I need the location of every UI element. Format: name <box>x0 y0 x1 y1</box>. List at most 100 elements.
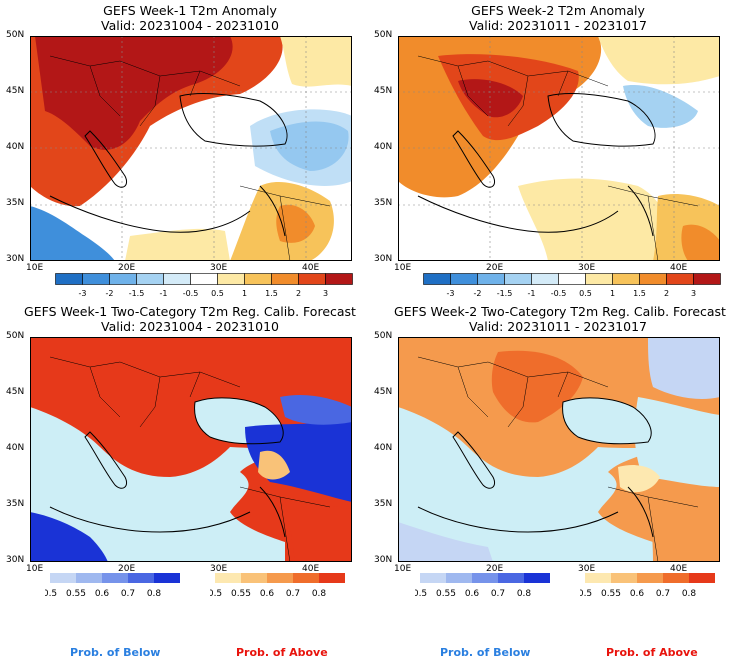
lat-label: 40N <box>6 443 25 453</box>
country-borders <box>417 356 699 562</box>
lon-label: 20E <box>118 263 136 273</box>
lat-label: 35N <box>6 499 25 509</box>
map-frame <box>398 36 720 261</box>
colorbar-tick-label: -0.5 <box>551 289 567 298</box>
colorbar-tick-label: -1.5 <box>497 289 513 298</box>
anomaly-cool-north <box>623 85 698 128</box>
colorbar-swatch <box>217 273 245 285</box>
prob-above-caption-left: Prob. of Above <box>236 646 328 659</box>
prob-east-above <box>285 497 352 562</box>
above-colorbar-week1: 0.5 0.55 0.6 0.7 0.8 <box>208 573 352 605</box>
colorbar-swatch <box>82 273 110 285</box>
colorbar-swatch <box>128 573 154 583</box>
colorbar-tick-label: 3 <box>691 289 696 298</box>
colorbar-swatch <box>136 273 164 285</box>
probability-map-week1 <box>30 337 352 562</box>
lat-label: 45N <box>6 86 25 96</box>
panel3-valid: Valid: 20231004 - 20231010 <box>100 319 279 334</box>
colorbar-swatch <box>498 573 524 583</box>
prob-south-below <box>398 522 493 562</box>
map-frame <box>30 337 352 562</box>
lat-label: 50N <box>374 331 393 341</box>
coastlines <box>49 397 286 538</box>
coastlines <box>417 397 654 538</box>
anomaly-darkest-core <box>458 79 523 118</box>
lat-label: 35N <box>6 198 25 208</box>
colorbar-swatch <box>423 273 451 285</box>
colorbar-tick-label: 2 <box>664 289 669 298</box>
colorbar-tick-label: 0.8 <box>312 589 327 599</box>
anomaly-map-week1 <box>30 36 352 261</box>
lon-label: 10E <box>394 564 412 574</box>
colorbar-tick-label: 0.7 <box>656 589 670 599</box>
colorbar-swatch <box>267 573 293 583</box>
colorbar-swatch <box>102 573 128 583</box>
below-colorbar-week1: 0.5 0.55 0.6 0.7 0.8 <box>43 573 187 605</box>
anomaly-map-week2 <box>398 36 720 261</box>
colorbar-tick-label: 1.5 <box>633 289 646 298</box>
above-colorbar-week2: 0.5 0.55 0.6 0.7 0.8 <box>578 573 722 605</box>
lat-label: 50N <box>374 30 393 40</box>
colorbar-tick-label: 1 <box>242 289 247 298</box>
coastlines <box>49 93 288 237</box>
prob-black-sea-neutral <box>562 397 652 444</box>
colorbar-swatch <box>472 573 498 583</box>
colorbar-swatch <box>558 273 586 285</box>
lon-label: 40E <box>302 263 320 273</box>
panel4-title: GEFS Week-2 Two-Category T2m Reg. Calib.… <box>394 304 726 319</box>
colorbar-swatch <box>271 273 299 285</box>
prob-above-caption-right: Prob. of Above <box>606 646 698 659</box>
colorbar-swatch <box>241 573 267 583</box>
probability-map-week2 <box>398 337 720 562</box>
colorbar-swatch <box>524 573 550 583</box>
lon-label: 10E <box>26 564 44 574</box>
colorbar-swatch <box>585 273 613 285</box>
colorbar-tick-label: 0.8 <box>682 589 697 599</box>
lon-label: 20E <box>118 564 136 574</box>
prob-northeast-below <box>648 337 720 399</box>
colorbar-swatch <box>689 573 715 583</box>
colorbar-swatch <box>666 273 694 285</box>
colorbar-tick-label: 1.5 <box>265 289 278 298</box>
colorbar-tick-label: 0.5 <box>579 289 592 298</box>
country-borders <box>417 55 699 261</box>
colorbar-swatch <box>109 273 137 285</box>
panel3-title: GEFS Week-1 Two-Category T2m Reg. Calib.… <box>24 304 356 319</box>
colorbar-tick-label: 0.6 <box>465 589 480 599</box>
colorbar-swatch <box>611 573 637 583</box>
prob-below-caption-left: Prob. of Below <box>70 646 161 659</box>
colorbar-tick-label: 0.5 <box>211 289 224 298</box>
colorbar-tick-label: -3 <box>79 289 87 298</box>
lon-label: 40E <box>670 263 688 273</box>
colorbar-tick-label: 0.7 <box>286 589 300 599</box>
lon-label: 30E <box>578 263 596 273</box>
lon-label: 20E <box>486 564 504 574</box>
prob-below-east <box>245 417 352 502</box>
prob-southeast-above <box>648 477 720 562</box>
colorbar-swatch <box>163 273 191 285</box>
country-borders <box>49 356 331 562</box>
colorbar-swatch <box>50 573 76 583</box>
colorbar-swatch <box>693 273 721 285</box>
colorbar-swatch <box>298 273 326 285</box>
colorbar-swatch <box>190 273 218 285</box>
below-colorbar-week2: 0.5 0.55 0.6 0.7 0.8 <box>413 573 557 605</box>
prob-east-neutral <box>634 397 720 487</box>
colorbar-tick-label: 0.5 <box>415 589 427 599</box>
colorbar-tick-label: 0.6 <box>260 589 275 599</box>
colorbar-swatch <box>244 273 272 285</box>
colorbar-swatch <box>420 573 446 583</box>
colorbar-swatch <box>55 273 83 285</box>
lon-label: 10E <box>394 263 412 273</box>
coastlines <box>417 93 656 237</box>
colorbar-tick-label: -3 <box>447 289 455 298</box>
colorbar-swatch <box>154 573 180 583</box>
colorbar-swatch <box>319 573 345 583</box>
lat-label: 30N <box>6 254 25 264</box>
colorbar-tick-label: 0.5 <box>45 589 57 599</box>
lat-label: 50N <box>6 331 25 341</box>
panel4-valid: Valid: 20231011 - 20231017 <box>468 319 647 334</box>
anomaly-south-warm <box>125 228 230 261</box>
colorbar-swatch <box>585 573 611 583</box>
lat-label: 40N <box>6 142 25 152</box>
